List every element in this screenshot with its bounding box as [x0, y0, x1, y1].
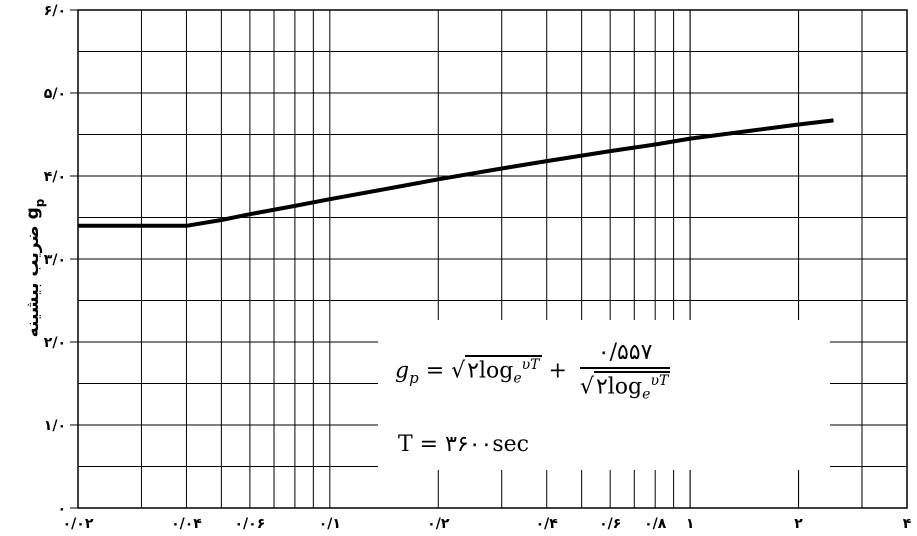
formula-box — [378, 320, 830, 470]
formula-numerator: ۰/۵۵۷ — [579, 340, 671, 369]
y-tick-label-5: ۵/۰ — [44, 86, 66, 102]
y-tick-label-4: ۴/۰ — [44, 169, 66, 185]
x-tick-label-8: ۱ — [686, 516, 695, 532]
x-tick-label-4: ۰/۲ — [427, 516, 450, 532]
y-tick-label-2: ۲/۰ — [44, 335, 66, 351]
y-tick-label-6: ۶/۰ — [44, 3, 66, 19]
y-axis-label-subscript: p — [33, 198, 47, 207]
y-tick-label-0: ۰ — [57, 501, 66, 517]
y-tick-labels: ۰ ۱/۰ ۲/۰ ۳/۰ ۴/۰ ۵/۰ ۶/۰ — [44, 3, 78, 517]
x-tick-label-1: ۰/۰۴ — [171, 516, 202, 532]
x-tick-label-7: ۰/۸ — [644, 516, 667, 532]
duration-formula: T = ۳۶۰۰sec — [398, 432, 529, 457]
x-tick-label-10: ۴ — [903, 516, 912, 532]
y-tick-label-1: ۱/۰ — [44, 418, 66, 434]
formula-log-base: e — [513, 370, 522, 387]
gp-formula: gp = √۲logeυT + ۰/۵۵۷ √۲logeυT — [395, 340, 671, 403]
x-tick-labels: ۰/۰۲ ۰/۰۴ ۰/۰۶ ۰/۱ ۰/۲ ۰/۴ ۰/۶ ۰/۸ ۱ ۲ ۴ — [63, 516, 912, 532]
series-group — [77, 118, 834, 228]
sqrt-sign: √ — [451, 358, 466, 384]
formula-sqrt: ۲logeυT — [465, 355, 542, 387]
x-tick-label-5: ۰/۴ — [536, 516, 559, 532]
formula-fraction: ۰/۵۵۷ √۲logeυT — [579, 340, 671, 403]
series-line-0 — [78, 118, 834, 228]
formula-plus: + — [541, 358, 574, 384]
x-tick-label-6: ۰/۶ — [599, 516, 621, 532]
x-tick-label-0: ۰/۰۲ — [63, 516, 94, 532]
formula-denominator: √۲logeυT — [579, 371, 671, 403]
x-tick-label-3: ۰/۱ — [319, 516, 341, 532]
formula-g: g — [395, 358, 410, 384]
formula-equals: = — [418, 358, 452, 384]
x-tick-label-2: ۰/۰۶ — [235, 516, 266, 532]
formula-log-exp: υT — [521, 357, 540, 374]
y-axis-label: ضریب بیشینه gp — [23, 198, 47, 337]
y-tick-label-3: ۳/۰ — [44, 252, 66, 268]
y-axis-label-text: ضریب بیشینه g — [23, 207, 43, 337]
formula-g-sub: p — [409, 368, 419, 387]
formula-log: ۲log — [467, 358, 514, 384]
x-tick-label-9: ۲ — [794, 516, 803, 532]
y-axis-label-group: ضریب بیشینه gp — [23, 198, 47, 337]
